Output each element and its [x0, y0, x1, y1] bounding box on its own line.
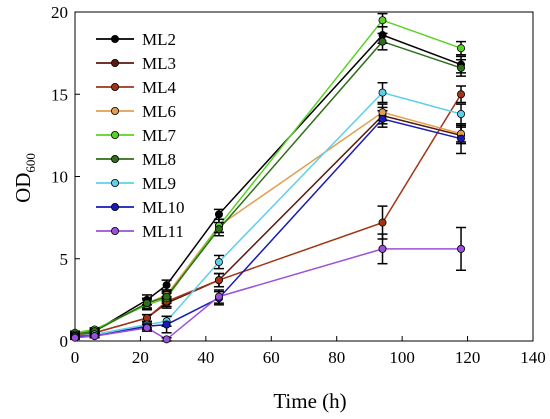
- legend-item-ml7: ML7: [96, 126, 177, 145]
- tick-labels: 0 20 40 60 80 100 120 140 0 5 10 15 20: [51, 3, 546, 367]
- series-line-ml9: [74, 91, 462, 337]
- legend-label: ML8: [142, 150, 176, 169]
- y-tick-label: 5: [60, 250, 69, 269]
- x-tick-label: 20: [132, 348, 149, 367]
- data-point-ml8: [162, 292, 171, 301]
- legend-item-ml6: ML6: [96, 102, 176, 121]
- data-point-ml10: [457, 134, 466, 143]
- legend-item-ml4: ML4: [96, 78, 177, 97]
- data-point-ml8: [457, 63, 466, 72]
- data-point-ml4: [457, 90, 466, 99]
- legend-label: ML3: [142, 54, 176, 73]
- data-points: [71, 16, 466, 344]
- series-line-ml7: [74, 19, 462, 334]
- legend-item-ml9: ML9: [96, 174, 176, 193]
- data-point-ml2: [162, 281, 171, 290]
- legend-marker: [111, 130, 120, 139]
- data-point-ml11: [457, 244, 466, 253]
- data-point-ml11: [378, 244, 387, 253]
- legend-marker: [111, 107, 120, 116]
- data-point-ml11: [162, 335, 171, 344]
- legend-marker: [111, 35, 120, 44]
- x-tick-label: 100: [389, 348, 415, 367]
- data-point-ml8: [214, 225, 223, 234]
- data-point-ml11: [142, 323, 151, 332]
- y-axis-title-main: OD: [11, 173, 35, 203]
- data-point-ml4: [142, 313, 151, 322]
- legend-item-ml10: ML10: [96, 198, 185, 217]
- x-tick-label: 140: [520, 348, 546, 367]
- data-point-ml7: [457, 44, 466, 53]
- data-point-ml7: [378, 16, 387, 25]
- data-point-ml8: [378, 37, 387, 46]
- data-point-ml9: [378, 88, 387, 97]
- data-point-ml2: [378, 31, 387, 40]
- series-line-ml6: [74, 111, 462, 336]
- y-tick-label: 10: [51, 168, 68, 187]
- data-point-ml4: [378, 218, 387, 227]
- axes: [74, 11, 534, 342]
- data-point-ml10: [378, 114, 387, 123]
- legend-marker: [111, 202, 120, 211]
- series-lines: [74, 19, 462, 341]
- legend-marker: [111, 154, 120, 163]
- data-point-ml11: [71, 333, 80, 342]
- legend-label: ML11: [142, 222, 184, 241]
- data-point-ml6: [378, 108, 387, 117]
- legend-item-ml11: ML11: [96, 222, 184, 241]
- x-tick-label: 0: [71, 348, 80, 367]
- series-line-ml4: [74, 93, 462, 337]
- y-axis-title: OD600: [11, 153, 38, 203]
- legend-item-ml2: ML2: [96, 30, 176, 49]
- x-axis-title: Time (h): [273, 389, 346, 413]
- series-line-ml10: [75, 118, 462, 337]
- data-point-ml8: [142, 299, 151, 308]
- data-point-ml11: [90, 332, 99, 341]
- data-point-ml10: [162, 320, 171, 329]
- legend-label: ML9: [142, 174, 176, 193]
- legend: ML2 ML3 ML4 ML6 ML7 ML8 ML9 ML10 ML11: [96, 30, 185, 241]
- legend-marker: [111, 226, 120, 235]
- y-axis-title-subscript: 600: [23, 153, 38, 173]
- legend-label: ML2: [142, 30, 176, 49]
- legend-label: ML7: [142, 126, 177, 145]
- data-point-ml4: [214, 276, 223, 285]
- legend-marker: [111, 178, 120, 187]
- data-point-ml9: [457, 109, 466, 118]
- legend-label: ML6: [142, 102, 176, 121]
- x-tick-label: 40: [197, 348, 214, 367]
- legend-label: ML10: [142, 198, 185, 217]
- series-line-ml3: [74, 114, 462, 337]
- legend-item-ml8: ML8: [96, 150, 176, 169]
- x-tick-label: 80: [328, 348, 345, 367]
- x-tick-label: 120: [455, 348, 481, 367]
- legend-item-ml3: ML3: [96, 54, 176, 73]
- series-line-ml2: [74, 34, 462, 336]
- legend-label: ML4: [142, 78, 177, 97]
- data-point-ml9: [214, 258, 223, 267]
- legend-marker: [111, 83, 120, 92]
- data-point-ml11: [214, 292, 223, 301]
- y-tick-label: 20: [51, 3, 68, 22]
- y-tick-label: 15: [51, 85, 68, 104]
- legend-marker: [111, 59, 120, 68]
- data-point-ml2: [214, 210, 223, 219]
- y-tick-label: 0: [60, 332, 69, 351]
- x-tick-label: 60: [263, 348, 280, 367]
